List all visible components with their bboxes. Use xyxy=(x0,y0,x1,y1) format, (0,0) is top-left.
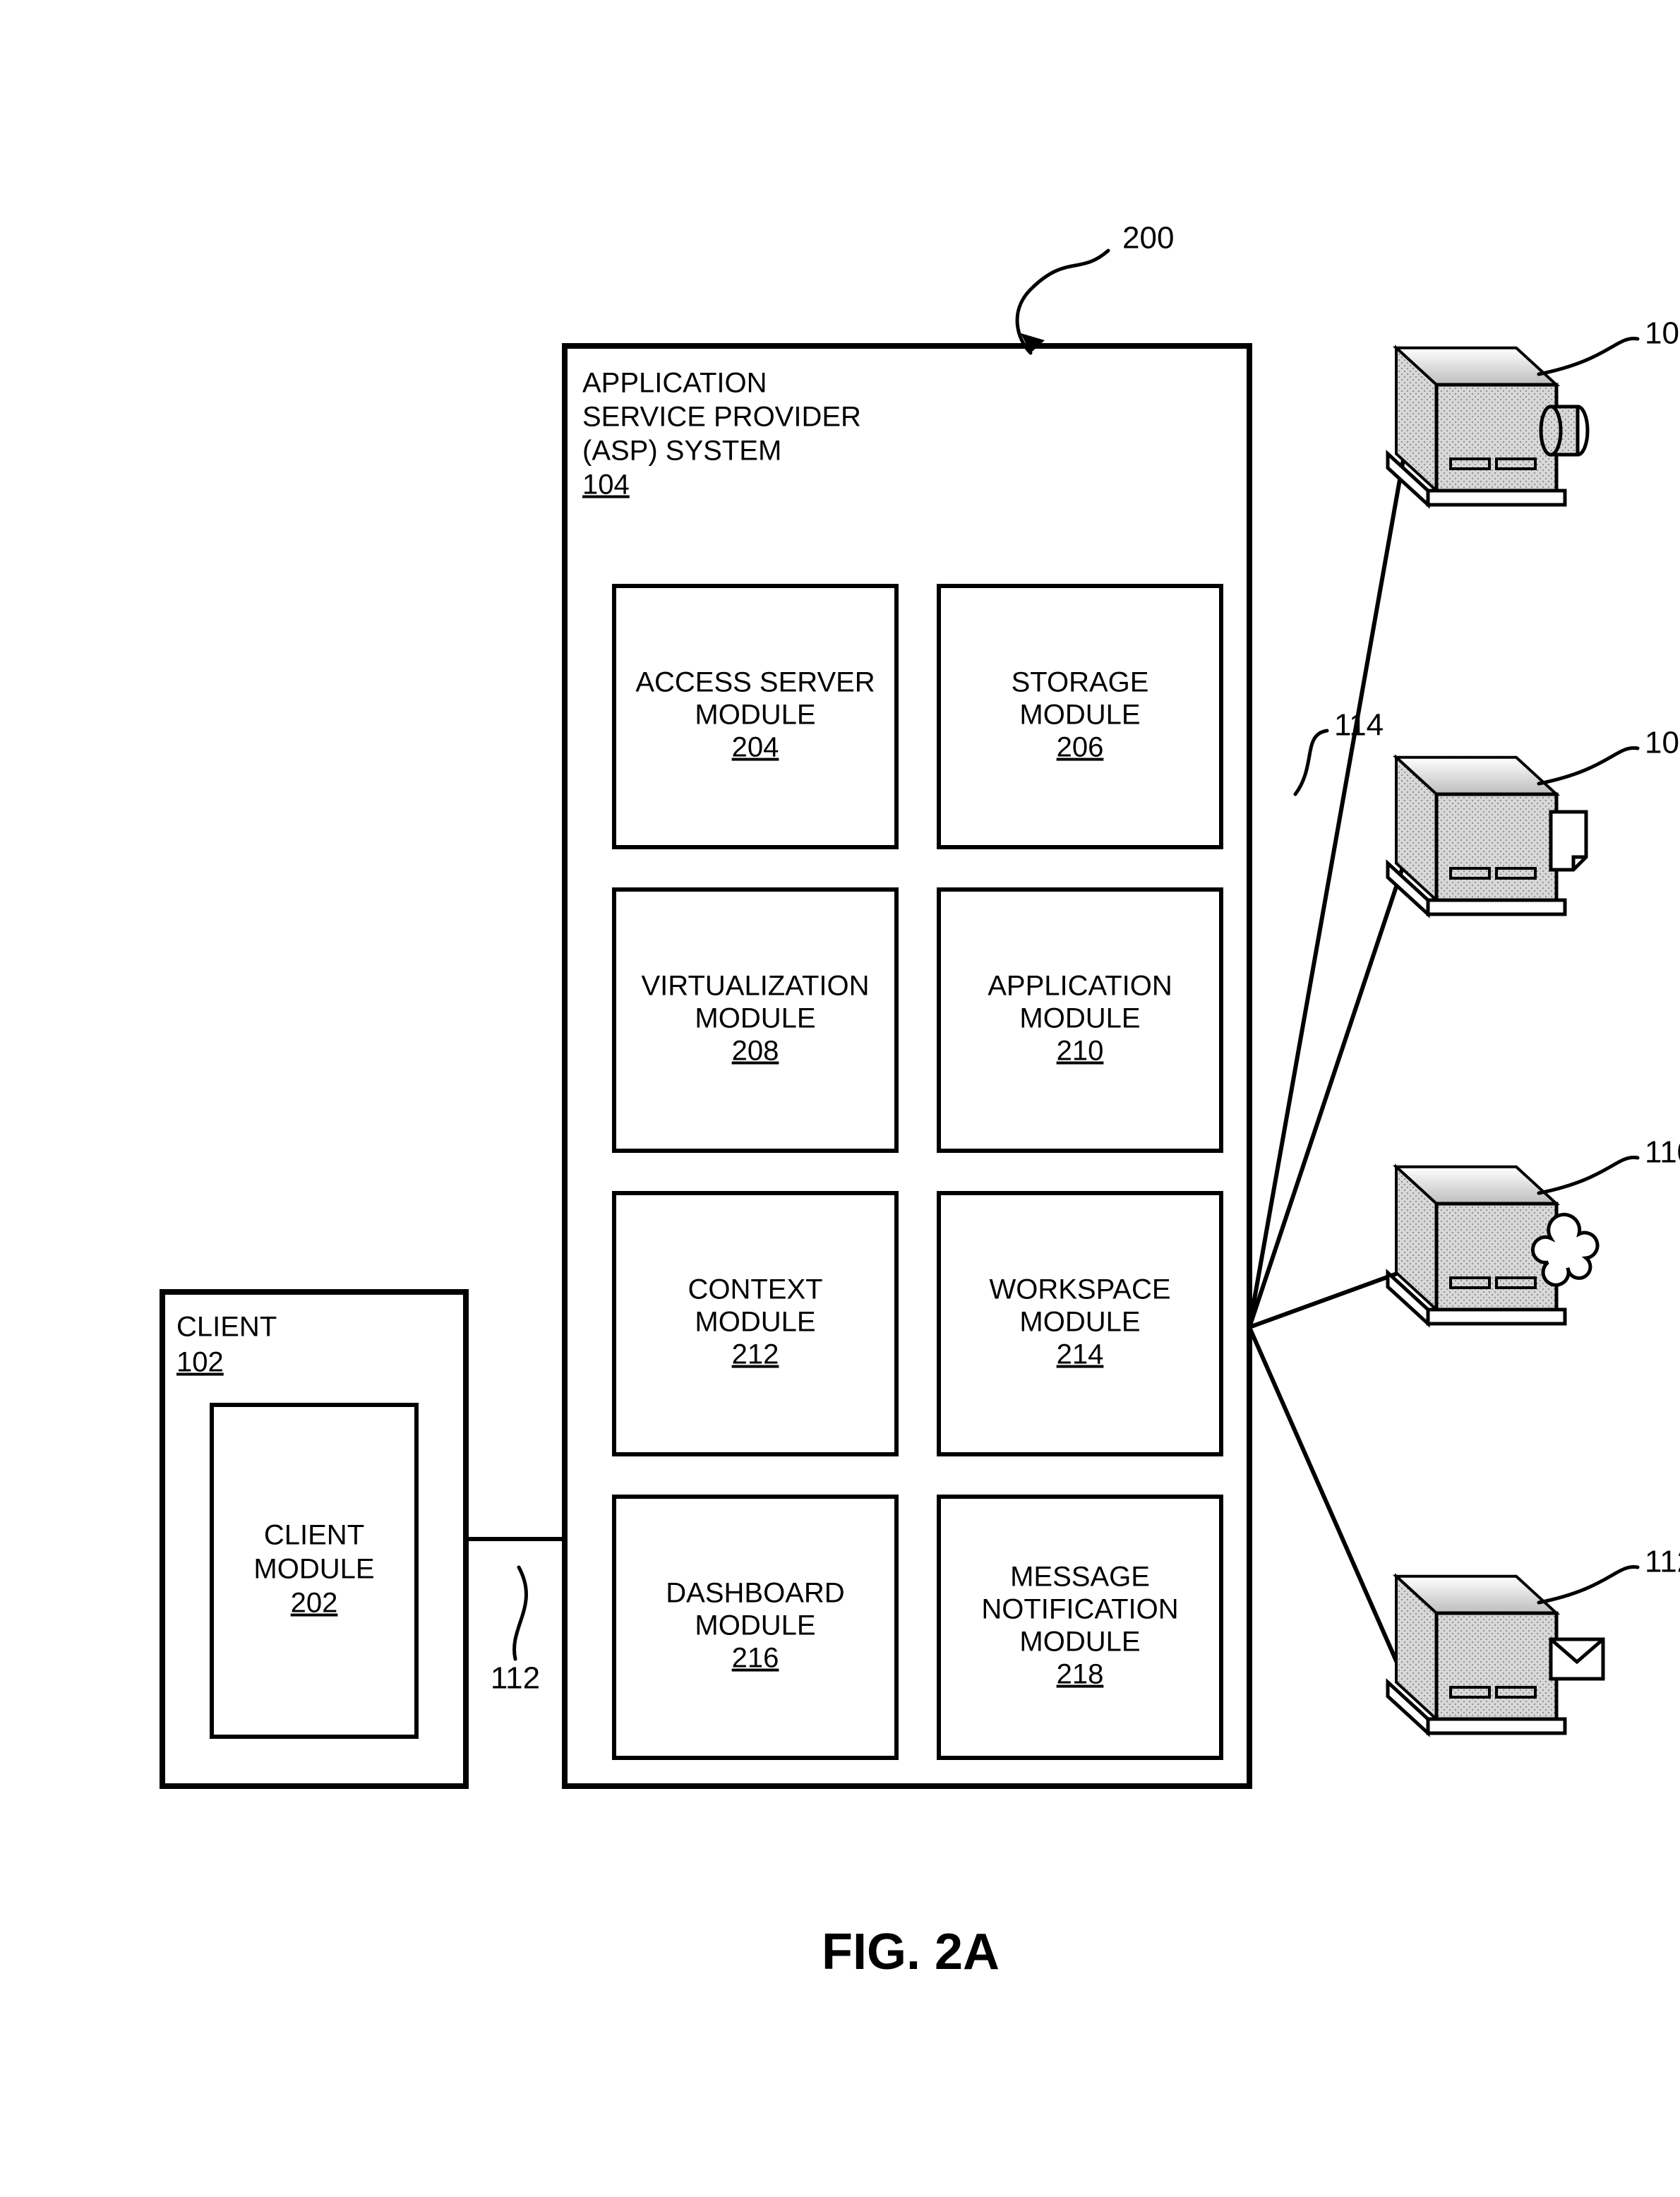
client-title: CLIENT xyxy=(176,1312,277,1343)
module-application-line: APPLICATION xyxy=(988,971,1172,1002)
edge-client-asp-label: 112 xyxy=(491,1661,540,1696)
module-message_notif-id: 218 xyxy=(1057,1659,1104,1690)
module-dashboard-id: 216 xyxy=(732,1643,779,1674)
module-context-line: CONTEXT xyxy=(688,1274,822,1305)
module-message_notif-line: MODULE xyxy=(1019,1627,1140,1658)
module-context-line: MODULE xyxy=(695,1307,815,1338)
module-application-id: 210 xyxy=(1057,1036,1104,1067)
module-dashboard-line: MODULE xyxy=(695,1610,815,1641)
module-message_notif-line: NOTIFICATION xyxy=(981,1594,1178,1625)
module-storage-id: 206 xyxy=(1057,732,1104,763)
figure-pointer-label: 200 xyxy=(1122,221,1174,256)
server-108-label: 108 xyxy=(1645,726,1680,760)
module-message_notif-line: MESSAGE xyxy=(1010,1562,1150,1593)
module-application-line: MODULE xyxy=(1019,1003,1140,1034)
figure-label: FIG. 2A xyxy=(822,1924,1000,1980)
asp-title-line: APPLICATION xyxy=(582,368,767,399)
asp-title-line: SERVICE PROVIDER xyxy=(582,402,861,433)
client-module-line: MODULE xyxy=(253,1554,374,1585)
module-virtualization-id: 208 xyxy=(732,1036,779,1067)
module-dashboard-line: DASHBOARD xyxy=(666,1578,844,1609)
module-storage-line: STORAGE xyxy=(1012,667,1149,698)
module-storage-line: MODULE xyxy=(1019,700,1140,731)
module-access_server-id: 204 xyxy=(732,732,779,763)
client-module-id: 202 xyxy=(291,1588,338,1619)
canvas xyxy=(0,0,1680,2197)
module-workspace-id: 214 xyxy=(1057,1339,1104,1370)
module-access_server-line: ACCESS SERVER xyxy=(635,667,875,698)
server-110-label: 110 xyxy=(1645,1135,1680,1170)
module-access_server-line: MODULE xyxy=(695,700,815,731)
edge-asp-servers-label: 114 xyxy=(1334,708,1384,743)
asp-id: 104 xyxy=(582,469,630,501)
module-virtualization-line: VIRTUALIZATION xyxy=(641,971,869,1002)
module-virtualization-line: MODULE xyxy=(695,1003,815,1034)
server-112-label: 112 xyxy=(1645,1545,1680,1579)
client-module-line: CLIENT xyxy=(264,1520,364,1551)
client-id: 102 xyxy=(176,1347,224,1378)
module-workspace-line: WORKSPACE xyxy=(989,1274,1170,1305)
server-106-label: 106 xyxy=(1645,316,1680,351)
module-context-id: 212 xyxy=(732,1339,779,1370)
module-workspace-line: MODULE xyxy=(1019,1307,1140,1338)
asp-title-line: (ASP) SYSTEM xyxy=(582,436,781,467)
